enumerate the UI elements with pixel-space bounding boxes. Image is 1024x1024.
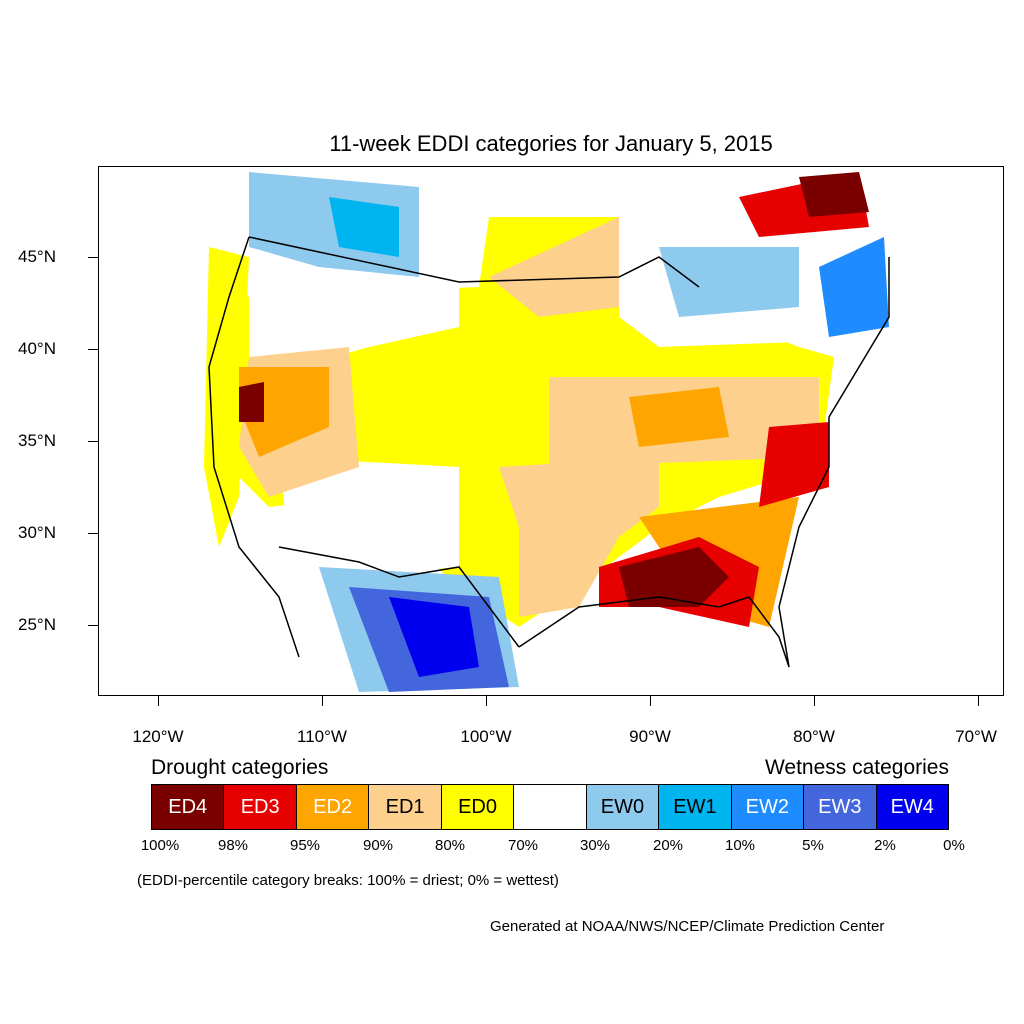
legend-cell-ed3: ED3: [224, 785, 297, 829]
ed4-region-maine: [799, 172, 869, 217]
category-note: (EDDI-percentile category breaks: 100% =…: [137, 872, 559, 889]
pct-label: 20%: [652, 837, 684, 854]
lat-tick-35: [88, 441, 98, 442]
lat-label-35: 35°N: [18, 431, 56, 450]
ed4-region-nevada: [239, 382, 264, 422]
pct-label: 98%: [217, 837, 249, 854]
pct-label: 30%: [579, 837, 611, 854]
lat-label-25: 25°N: [18, 615, 56, 634]
pct-label: 100%: [140, 837, 180, 854]
pct-label: 80%: [434, 837, 466, 854]
us-canada-border: [248, 236, 700, 288]
pct-label: 10%: [724, 837, 756, 854]
neutral-region-northwest: [249, 247, 459, 367]
ew1-region-northwest: [329, 197, 399, 257]
lon-tick-90: [650, 696, 651, 706]
pct-label: 95%: [289, 837, 321, 854]
legend-cell-ew0: EW0: [586, 785, 660, 829]
us-mexico-border: [278, 546, 520, 648]
map-canvas: [204, 172, 890, 692]
ed2-region-ohio: [629, 387, 729, 447]
lon-label-100: 100°W: [460, 727, 512, 746]
legend-cell-ed2: ED2: [296, 785, 370, 829]
legend-cell-ed0: ED0: [441, 785, 515, 829]
ed3-region-carolinas: [759, 422, 829, 507]
legend-cell-ed4: ED4: [152, 785, 225, 829]
west-coast: [208, 236, 300, 658]
lon-label-110: 110°W: [297, 727, 347, 746]
legend-cell-ew1: EW1: [659, 785, 732, 829]
ed1-region-north: [489, 217, 619, 317]
east-coast: [778, 257, 890, 668]
ed4-region-gulf: [619, 547, 729, 607]
lat-label-40: 40°N: [18, 339, 56, 358]
lon-tick-100: [486, 696, 487, 706]
ew0-region-greatlakes: [659, 247, 799, 317]
pct-label: 2%: [874, 837, 896, 854]
pct-label: 0%: [943, 837, 965, 854]
pct-label: 90%: [362, 837, 394, 854]
boundaries: [208, 236, 890, 668]
lon-label-90: 90°W: [629, 727, 671, 746]
lon-tick-110: [322, 696, 323, 706]
lat-tick-40: [88, 349, 98, 350]
legend-cell-ew4: EW4: [876, 785, 948, 829]
lon-label-80: 80°W: [793, 727, 835, 746]
ew2-region-maine: [819, 237, 889, 337]
lon-label-120: 120°W: [132, 727, 184, 746]
map-title: 11-week EDDI categories for January 5, 2…: [329, 131, 773, 156]
wetness-heading: Wetness categories: [764, 756, 949, 779]
credit-line: Generated at NOAA/NWS/NCEP/Climate Predi…: [490, 918, 885, 935]
ed1-region-plains: [499, 457, 659, 617]
eddi-map: [98, 166, 1004, 696]
ew4-region-mexico: [389, 597, 479, 677]
legend-bar: ED4 ED3 ED2 ED1 ED0 EW0 EW1 EW2 EW3 EW4: [151, 784, 949, 830]
legend-cell-ed1: ED1: [369, 785, 442, 829]
lon-label-70: 70°W: [955, 727, 997, 746]
gulf-coast: [518, 596, 790, 668]
pct-label: 70%: [507, 837, 539, 854]
drought-heading: Drought categories: [151, 756, 329, 779]
category-fills: [204, 172, 889, 692]
ed0-region-central: [209, 277, 834, 627]
lat-label-45: 45°N: [18, 247, 56, 266]
lon-tick-120: [158, 696, 159, 706]
lat-tick-45: [88, 257, 98, 258]
lon-tick-70: [978, 696, 979, 706]
pct-label: 5%: [802, 837, 824, 854]
neutral-region-southwest: [279, 457, 459, 577]
legend-cell-ew3: EW3: [804, 785, 877, 829]
lat-tick-30: [88, 533, 98, 534]
lon-tick-80: [814, 696, 815, 706]
legend-cell-ew2: EW2: [731, 785, 805, 829]
legend-cell-neutral: [514, 785, 587, 829]
lat-tick-25: [88, 625, 98, 626]
lat-label-30: 30°N: [18, 523, 56, 542]
